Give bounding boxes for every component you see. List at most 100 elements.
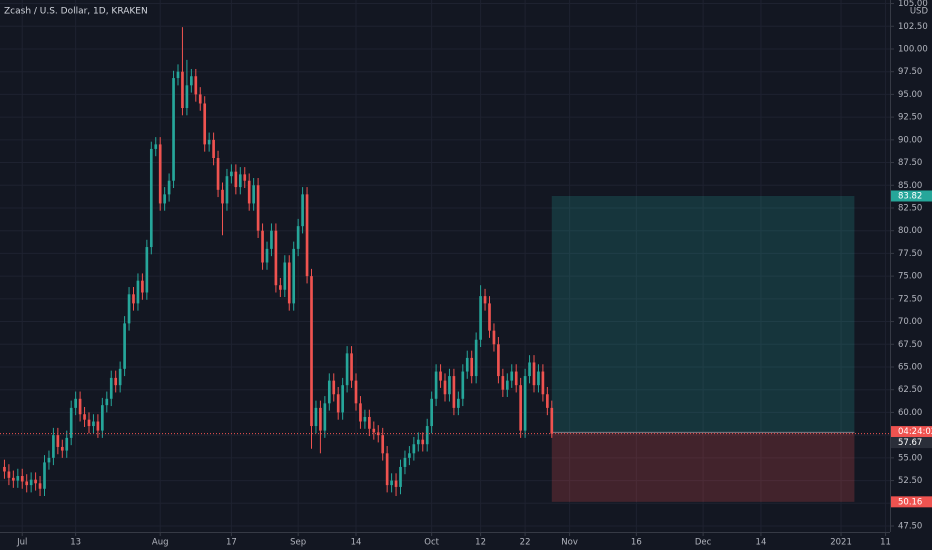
candle-body	[47, 457, 51, 463]
candle-body	[350, 353, 353, 381]
candle-body	[127, 294, 131, 324]
x-tick-label: 14	[351, 538, 362, 548]
candle-body	[247, 180, 251, 204]
candle-body	[114, 377, 118, 386]
candle-body	[470, 357, 474, 377]
stop-label: 50.16	[898, 497, 922, 507]
candle-body	[546, 394, 549, 408]
candle-body	[136, 280, 140, 304]
x-tick-label: Sep	[290, 538, 306, 548]
candle-body	[16, 476, 20, 481]
candle-body	[301, 194, 304, 227]
candle-body	[479, 296, 482, 340]
candle-body	[416, 439, 420, 445]
candle-body	[212, 139, 215, 159]
candle-body	[56, 435, 60, 447]
x-tick-label: 17	[226, 538, 237, 548]
candle-body	[359, 403, 362, 422]
candle-body	[483, 296, 487, 304]
candle-body	[323, 403, 327, 431]
candle-body	[261, 230, 264, 263]
candle-body	[523, 376, 527, 431]
candle-body	[430, 398, 433, 427]
candle-body	[492, 330, 496, 345]
candle-body	[163, 194, 166, 204]
y-tick-label: 95.00	[898, 90, 922, 100]
x-tick-label: 14	[756, 538, 767, 548]
candle-body	[270, 230, 273, 249]
x-tick-label: Jul	[16, 538, 27, 548]
y-tick-label: 62.50	[898, 385, 922, 395]
y-tick-label: 52.50	[898, 476, 922, 486]
y-tick-label: 80.00	[898, 226, 922, 236]
y-tick-label: 60.00	[898, 408, 922, 418]
candle-body	[368, 416, 371, 429]
y-tick-label: 47.50	[898, 522, 922, 532]
candle-body	[105, 398, 109, 406]
candle-body	[198, 94, 202, 104]
profit-zone	[551, 195, 855, 433]
candle-body	[83, 414, 86, 420]
candle-body	[96, 421, 100, 431]
candle-body	[488, 303, 491, 331]
candle-body	[234, 171, 238, 188]
candle-body	[510, 371, 514, 381]
candle-body	[501, 376, 505, 390]
candle-body	[132, 294, 135, 304]
candle-body	[252, 185, 255, 204]
currency-label: USD	[910, 7, 929, 17]
candle-body	[465, 357, 469, 372]
y-tick-label: 102.50	[898, 22, 928, 32]
candle-body	[381, 435, 385, 454]
candle-body	[434, 371, 438, 399]
candle-body	[514, 371, 518, 386]
y-tick-label: 65.00	[898, 362, 922, 372]
candle-body	[167, 180, 171, 195]
x-tick-label: Nov	[561, 538, 578, 548]
candle-body	[256, 185, 260, 231]
candle-body	[457, 398, 460, 408]
candle-body	[109, 377, 113, 399]
x-tick-label: 12	[475, 538, 486, 548]
candle-body	[74, 398, 77, 408]
candle-body	[194, 76, 198, 95]
candle-body	[172, 78, 175, 181]
candle-body	[292, 248, 296, 304]
candle-body	[279, 285, 282, 290]
x-tick-label: Dec	[695, 538, 712, 548]
chart-title: Zcash / U.S. Dollar, 1D, KRAKEN	[4, 7, 148, 17]
candle-body	[310, 276, 313, 427]
target-label: 83.82	[898, 191, 922, 201]
stop-label-box	[891, 496, 932, 508]
candle-body	[154, 144, 158, 149]
candle-body	[421, 439, 425, 445]
candle-body	[78, 398, 82, 415]
candle-body	[341, 385, 344, 413]
candle-body	[425, 426, 429, 445]
y-tick-label: 77.50	[898, 249, 922, 259]
candle-body	[332, 380, 336, 395]
candle-body	[190, 76, 193, 86]
x-tick-label: 16	[631, 538, 642, 548]
candle-body	[314, 407, 318, 427]
candle-body	[43, 462, 46, 489]
candle-body	[158, 144, 162, 204]
candle-body	[29, 479, 33, 486]
candle-body	[283, 262, 287, 290]
candle-body	[541, 371, 545, 395]
candle-body	[69, 407, 73, 438]
candle-body	[327, 380, 331, 404]
candle-body	[216, 158, 220, 190]
y-tick-label: 75.00	[898, 272, 922, 282]
candle-body	[345, 353, 349, 386]
candle-body	[38, 483, 42, 489]
y-tick-label: 85.00	[898, 181, 922, 191]
candle-body	[372, 428, 376, 433]
x-tick-label: 13	[70, 538, 81, 548]
candle-body	[101, 405, 104, 431]
candle-body	[149, 148, 153, 248]
candle-body	[52, 435, 55, 458]
candle-body	[34, 479, 37, 484]
y-tick-label: 105.00	[898, 0, 928, 9]
